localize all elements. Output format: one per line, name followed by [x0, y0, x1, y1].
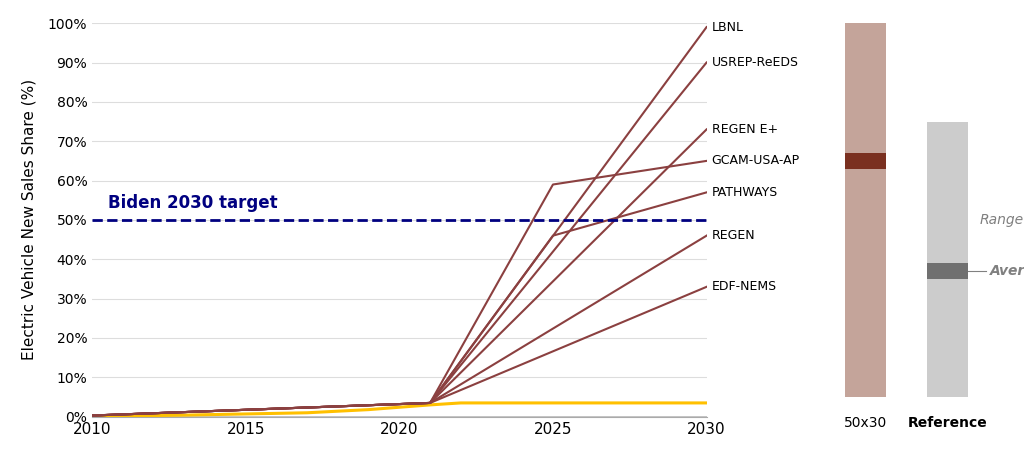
Text: 50x30: 50x30 — [844, 416, 887, 430]
Text: Biden 2030 target: Biden 2030 target — [108, 194, 278, 212]
Text: GCAM-USA-AP: GCAM-USA-AP — [712, 154, 800, 168]
Text: REGEN E+: REGEN E+ — [712, 123, 778, 136]
Text: Average: Average — [990, 264, 1024, 278]
Text: LBNL: LBNL — [712, 20, 743, 34]
FancyBboxPatch shape — [927, 121, 968, 397]
Text: Reference: Reference — [907, 416, 987, 430]
Text: REGEN: REGEN — [712, 229, 756, 242]
Text: PATHWAYS: PATHWAYS — [712, 186, 778, 199]
FancyBboxPatch shape — [845, 23, 886, 397]
Text: Range: Range — [980, 213, 1024, 227]
Text: USREP-ReEDS: USREP-ReEDS — [712, 56, 799, 69]
Text: EDF-NEMS: EDF-NEMS — [712, 280, 777, 294]
Y-axis label: Electric Vehicle New Sales Share (%): Electric Vehicle New Sales Share (%) — [22, 79, 37, 361]
FancyBboxPatch shape — [927, 263, 968, 279]
FancyBboxPatch shape — [845, 153, 886, 169]
